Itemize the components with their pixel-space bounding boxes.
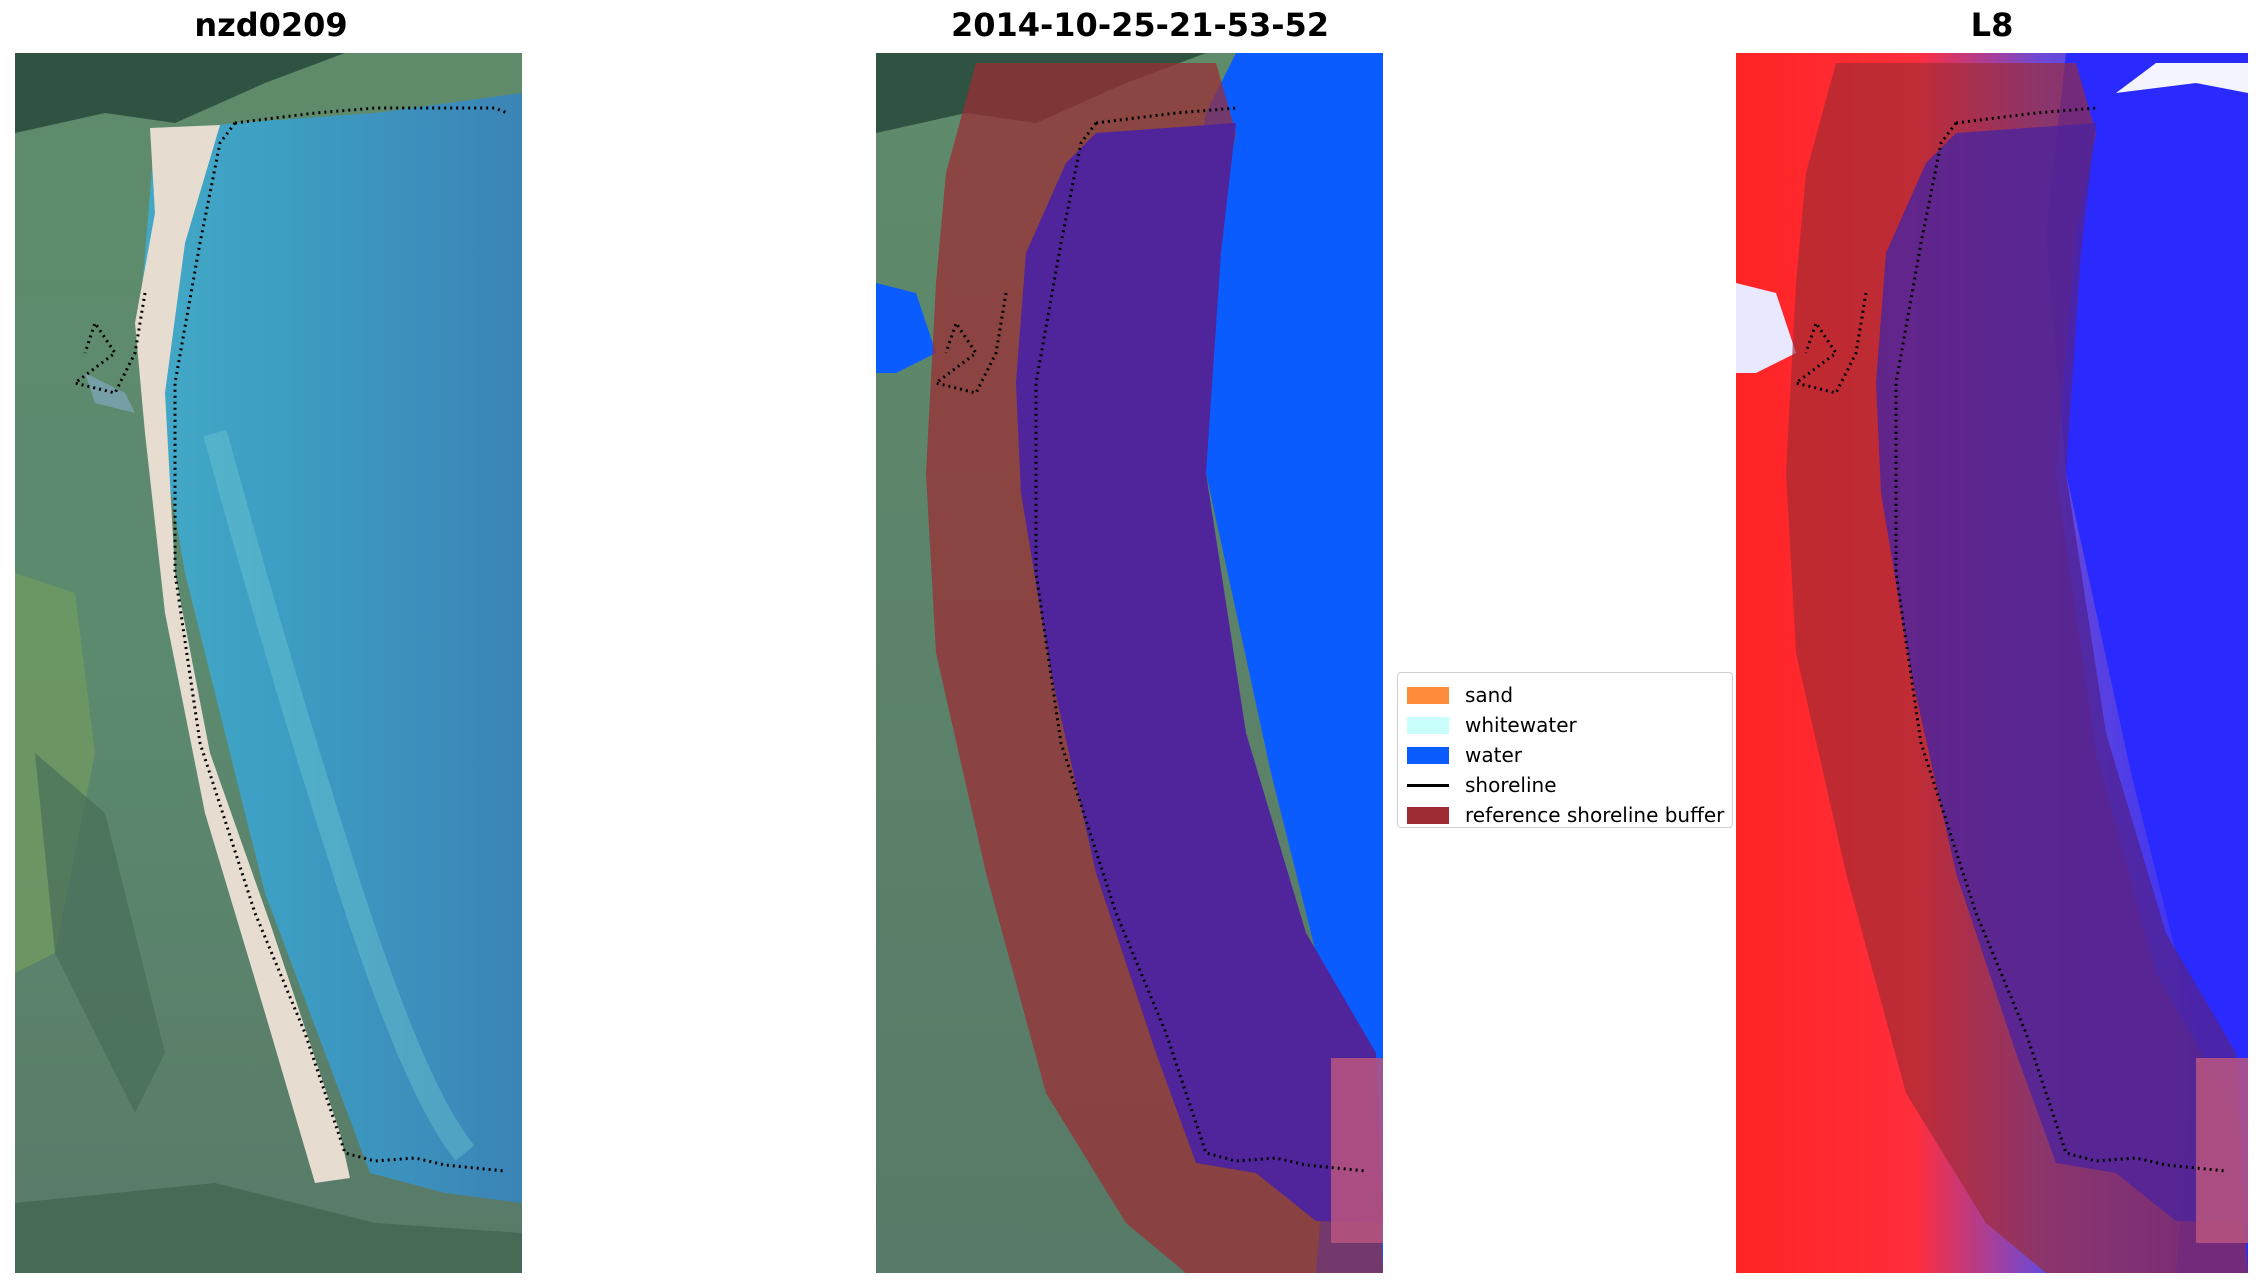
classified-image-panel <box>876 53 1383 1273</box>
whitewater-swatch <box>1407 716 1449 734</box>
buffer-swatch <box>1407 806 1449 824</box>
legend-item-shoreline: shoreline <box>1407 770 1732 800</box>
shoreline-line-swatch <box>1407 783 1449 787</box>
panel-title-classified: 2014-10-25-21-53-52 <box>950 6 1330 44</box>
legend-label-shoreline: shoreline <box>1465 773 1557 797</box>
legend-item-sand: sand <box>1407 680 1732 710</box>
legend: sand whitewater water shoreline referenc… <box>1397 672 1733 828</box>
classified-image <box>876 53 1383 1273</box>
water-swatch <box>1407 746 1449 764</box>
panel-title-rgb: nzd0209 <box>194 6 348 44</box>
index-image-panel <box>1736 53 2248 1273</box>
rgb-image-panel <box>15 53 522 1273</box>
legend-label-buffer: reference shoreline buffer <box>1465 803 1725 827</box>
legend-item-buffer: reference shoreline buffer <box>1407 800 1732 830</box>
legend-item-whitewater: whitewater <box>1407 710 1732 740</box>
legend-label-water: water <box>1465 743 1522 767</box>
rgb-image <box>15 53 522 1273</box>
index-image <box>1736 53 2248 1273</box>
legend-item-water: water <box>1407 740 1732 770</box>
legend-label-whitewater: whitewater <box>1465 713 1577 737</box>
panel-title-index: L8 <box>1970 6 2014 44</box>
sand-swatch <box>1407 686 1449 704</box>
legend-label-sand: sand <box>1465 683 1514 707</box>
